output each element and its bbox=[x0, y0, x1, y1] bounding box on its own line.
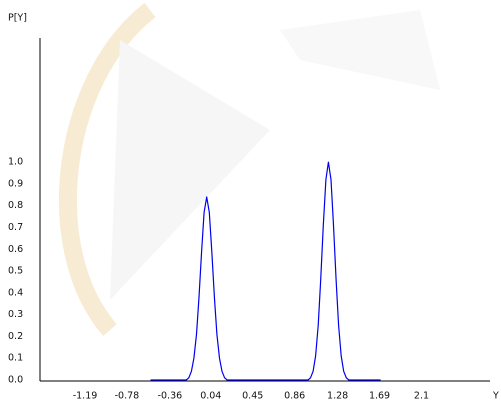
x-tick-label: -1.19 bbox=[73, 391, 98, 402]
x-tick-label: 1.28 bbox=[327, 391, 348, 402]
x-tick-label: 0.86 bbox=[284, 391, 305, 402]
y-tick-label: 0.9 bbox=[8, 178, 23, 189]
x-tick-label: -0.36 bbox=[158, 391, 183, 402]
x-tick-label: 0.45 bbox=[242, 391, 263, 402]
y-tick-label: 0.7 bbox=[8, 222, 23, 233]
x-tick-label: 1.69 bbox=[369, 391, 390, 402]
y-tick-label: 1.0 bbox=[8, 157, 23, 168]
x-axis-label: Y bbox=[492, 391, 499, 402]
y-tick-label: 0.6 bbox=[8, 244, 23, 255]
y-tick-label: 0.4 bbox=[8, 287, 23, 298]
x-tick-label: 0.04 bbox=[200, 391, 221, 402]
page: {"chart_data": {"type": "line", "y_label… bbox=[0, 0, 501, 403]
watermark-shape bbox=[280, 10, 440, 90]
chart: P[Y] Y 0.0 0.1 0.2 0.3 0.4 0.5 0.6 0.7 0.8 0.9 1.0… bbox=[0, 0, 501, 403]
x-tick-label: 2.1 bbox=[414, 391, 429, 402]
watermark-shape bbox=[110, 40, 270, 300]
y-tick-label: 0.0 bbox=[8, 375, 23, 386]
y-tick-label: 0.3 bbox=[8, 309, 23, 320]
y-tick-label: 0.8 bbox=[8, 200, 23, 211]
y-tick-label: 0.1 bbox=[8, 353, 23, 364]
watermark bbox=[68, 10, 440, 330]
x-tick-label: -0.78 bbox=[115, 391, 140, 402]
y-tick-label: 0.5 bbox=[8, 266, 23, 277]
y-tick-label: 0.2 bbox=[8, 331, 23, 342]
y-axis-label: P[Y] bbox=[8, 13, 27, 24]
